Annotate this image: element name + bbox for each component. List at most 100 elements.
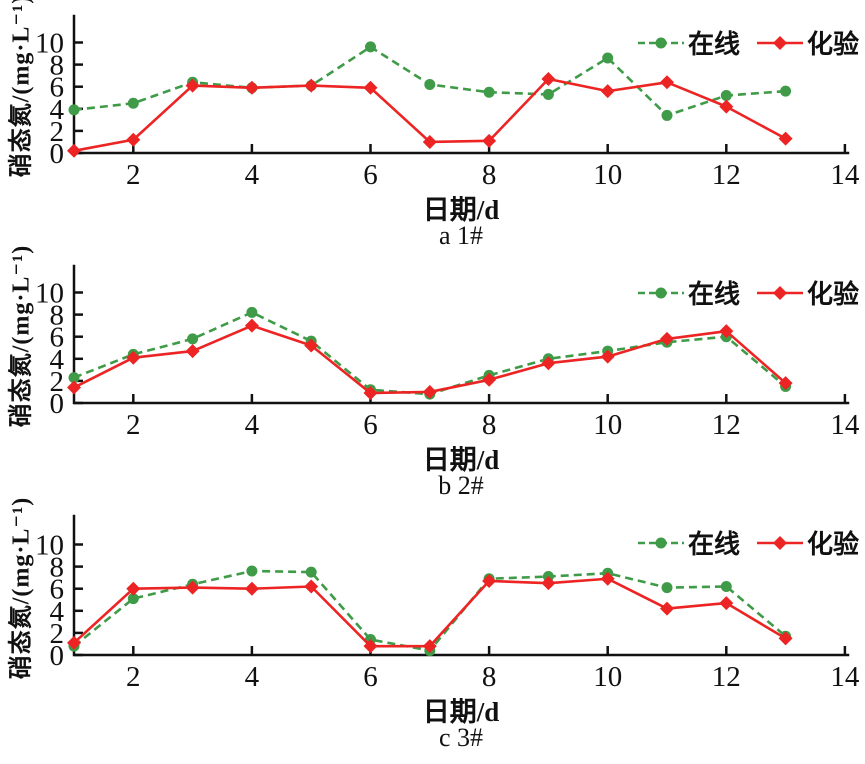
chart-1-block: 0 2 4 6 8 10 2 4 6 8 10 12 14 硝态氮/(mg·L⁻¹) 在线 化验 日期/…	[0, 0, 865, 250]
chart-2-legend: 在线 化验	[637, 274, 859, 311]
chart-3-legend: 在线 化验	[637, 524, 859, 561]
lab-data-point-marker	[600, 84, 615, 99]
lab-data-point-marker	[67, 143, 81, 158]
lab-data-point-marker	[363, 639, 378, 654]
lab-data-point-marker	[600, 349, 615, 364]
x-axis-tick-label: 14	[830, 409, 860, 441]
lab-data-point-marker	[541, 576, 556, 591]
y-axis-tick-label: 8	[50, 300, 65, 332]
chart-2-block: 0 2 4 6 8 10 2 4 6 8 10 12 14 硝态氮/(mg·L⁻¹) 在线 化验 日期/…	[0, 245, 865, 500]
x-axis-tick-label: 8	[482, 661, 497, 693]
lab-data-point-marker	[778, 631, 793, 646]
x-axis-tick-label: 14	[830, 661, 860, 693]
lab-legend-label: 化验	[806, 280, 859, 309]
lab-data-point-marker	[185, 344, 200, 359]
online-data-point-marker	[542, 88, 554, 100]
y-axis-tick-label: 4	[50, 94, 65, 126]
lab-legend-label: 化验	[806, 30, 859, 59]
lab-series-line	[73, 577, 787, 648]
online-series-line	[73, 569, 787, 652]
chart-3-block: 0 2 4 6 8 10 2 4 6 8 10 12 14 硝态氮/(mg·L⁻¹) 在线 化验 日期/…	[0, 497, 865, 764]
lab-data-point-marker	[422, 384, 437, 399]
online-data-point-marker	[365, 41, 376, 53]
chart-2-x-axis-title: 日期/d	[422, 445, 500, 475]
online-data-point-marker	[305, 566, 317, 578]
lab-data-point-marker	[363, 80, 378, 95]
chart-3-legend-entry-online: 在线	[637, 524, 740, 561]
chart-3-x-axis-title: 日期/d	[422, 697, 500, 727]
lab-data-point-marker	[244, 80, 259, 95]
online-data-point-marker	[127, 593, 139, 605]
x-axis-tick-label: 4	[245, 159, 260, 191]
online-legend-label: 在线	[687, 30, 740, 59]
chart-1-legend-entry-lab: 化验	[756, 24, 859, 61]
lab-data-point-marker	[304, 579, 319, 594]
lab-data-point-marker	[185, 78, 200, 93]
lab-diamond-marker-icon	[772, 35, 787, 50]
x-axis-tick-label: 10	[593, 661, 622, 693]
y-axis-tick-label: 8	[50, 50, 65, 82]
lab-data-point-marker	[304, 78, 319, 93]
y-axis-tick-label: 2	[50, 618, 65, 650]
lab-data-point-marker	[185, 580, 200, 595]
online-data-point-marker	[720, 580, 732, 592]
chart-2-legend-entry-online: 在线	[637, 274, 740, 311]
y-axis-tick-label: 6	[50, 574, 65, 606]
x-axis-tick-label: 10	[593, 409, 622, 441]
chart-1-y-axis-title: 硝态氮/(mg·L⁻¹)	[8, 0, 35, 178]
lab-series-swatch	[756, 535, 803, 550]
chart-1-legend-entry-online: 在线	[637, 24, 740, 61]
lab-series-swatch	[756, 285, 803, 300]
x-axis-tick-label: 12	[712, 409, 741, 441]
lab-data-point-marker	[482, 133, 497, 148]
lab-data-point-marker	[244, 318, 259, 333]
online-circle-marker-icon	[655, 537, 667, 548]
x-axis-tick-label: 6	[363, 159, 378, 191]
online-data-point-marker	[780, 85, 792, 97]
lab-data-point-marker	[482, 573, 497, 588]
y-axis-tick-label: 10	[35, 530, 64, 562]
online-data-point-marker	[424, 78, 436, 90]
lab-data-point-marker	[126, 350, 141, 365]
online-circle-marker-icon	[655, 37, 667, 48]
x-axis-tick-label: 2	[126, 661, 141, 693]
online-series-swatch	[637, 37, 684, 48]
online-data-point-marker	[483, 86, 495, 98]
lab-data-point-marker	[244, 581, 259, 596]
y-axis-tick-label: 10	[35, 278, 64, 310]
x-axis-tick-label: 10	[593, 159, 622, 191]
online-series-swatch	[637, 537, 684, 548]
online-data-point-marker	[720, 90, 732, 102]
lab-data-point-marker	[541, 71, 556, 86]
lab-data-point-marker	[126, 581, 141, 596]
lab-data-point-marker	[660, 331, 674, 346]
online-data-point-marker	[187, 333, 199, 345]
online-data-point-marker	[602, 52, 614, 64]
y-axis-tick-label: 6	[50, 72, 65, 104]
x-axis-tick-label: 6	[363, 409, 378, 441]
lab-series-swatch	[756, 35, 803, 50]
x-axis-tick-label: 8	[482, 409, 497, 441]
chart-1-legend: 在线 化验	[637, 24, 859, 61]
x-axis-tick-label: 4	[245, 409, 260, 441]
lab-data-point-marker	[660, 601, 674, 616]
y-axis-tick-label: 0	[50, 640, 65, 672]
y-axis-tick-label: 2	[50, 116, 65, 148]
lab-data-point-marker	[67, 635, 81, 650]
y-axis-tick-label: 0	[50, 138, 65, 170]
lab-data-point-marker	[719, 596, 734, 611]
lab-legend-label: 化验	[806, 530, 859, 559]
online-data-point-marker	[661, 109, 673, 121]
x-axis-tick-label: 12	[712, 159, 741, 191]
x-axis-tick-label: 6	[363, 661, 378, 693]
x-axis-tick-label: 2	[126, 159, 141, 191]
x-axis-tick-label: 14	[830, 159, 860, 191]
online-circle-marker-icon	[655, 287, 667, 298]
lab-diamond-marker-icon	[772, 285, 787, 300]
lab-diamond-marker-icon	[772, 535, 787, 550]
chart-3-legend-entry-lab: 化验	[756, 524, 859, 561]
